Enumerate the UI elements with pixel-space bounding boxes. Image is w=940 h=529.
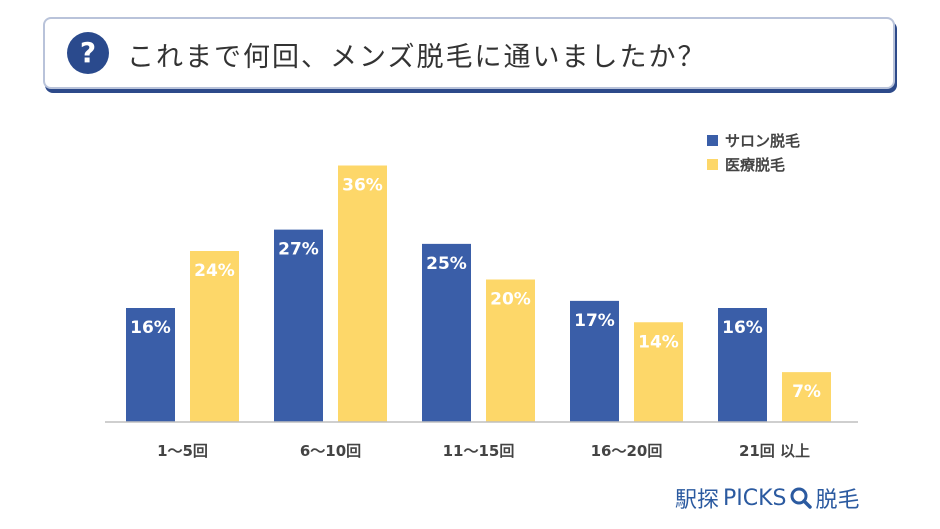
brand-name: PICKS	[723, 485, 787, 511]
question-card: ? これまで何回、メンズ脱毛に通いましたか？	[43, 17, 895, 89]
value-label-medical-2: 36%	[342, 176, 383, 196]
value-label-salon-3: 25%	[426, 254, 467, 274]
x-tick-label-5: 21回 以上	[739, 442, 810, 460]
question-icon: ?	[67, 32, 109, 74]
legend-item-salon: サロン脱毛	[707, 128, 800, 152]
x-tick-label-4: 16〜20回	[591, 442, 663, 460]
legend-item-medical: 医療脱毛	[707, 152, 800, 176]
bars-layer	[126, 165, 831, 422]
question-text: これまで何回、メンズ脱毛に通いましたか？	[127, 42, 707, 73]
value-labels-layer: 16% 24% 27% 36% 25% 20% 17% 14% 16% 7%	[130, 176, 821, 403]
value-label-salon-4: 17%	[574, 311, 615, 331]
bar-medical-3	[486, 279, 535, 422]
question-icon-glyph: ?	[79, 36, 97, 69]
brand-suffix: 脱毛	[815, 488, 860, 513]
value-label-medical-1: 24%	[194, 261, 235, 281]
value-label-medical-5: 7%	[792, 382, 821, 402]
x-tick-label-3: 11〜15回	[443, 442, 515, 460]
value-label-salon-1: 16%	[130, 318, 171, 338]
value-label-salon-2: 27%	[278, 240, 319, 260]
brand-logo: 駅探 PICKS 脱毛	[675, 482, 860, 514]
legend-swatch-salon	[707, 134, 718, 146]
x-tick-labels-layer: 1〜5回 6〜10回 11〜15回 16〜20回 21回 以上	[157, 442, 810, 460]
legend-swatch-medical	[707, 158, 718, 170]
value-label-salon-5: 16%	[722, 318, 763, 338]
bar-salon-4	[570, 300, 619, 422]
bar-medical-1	[190, 251, 239, 422]
value-label-medical-4: 14%	[638, 332, 679, 352]
value-label-medical-3: 20%	[490, 290, 531, 310]
brand-prefix: 駅探	[675, 488, 720, 513]
bar-salon-1	[126, 308, 175, 422]
magnifier-icon	[790, 487, 812, 509]
bar-medical-4	[634, 322, 683, 422]
legend: サロン脱毛 医療脱毛	[707, 128, 800, 176]
legend-label-medical: 医療脱毛	[725, 155, 786, 174]
x-tick-label-2: 6〜10回	[300, 442, 361, 460]
legend-label-salon: サロン脱毛	[725, 131, 801, 150]
bar-medical-2	[338, 165, 387, 422]
bar-salon-2	[274, 229, 323, 422]
bar-salon-3	[422, 243, 471, 422]
x-tick-label-1: 1〜5回	[157, 442, 208, 460]
bar-medical-5	[782, 372, 831, 422]
bar-salon-5	[718, 308, 767, 422]
